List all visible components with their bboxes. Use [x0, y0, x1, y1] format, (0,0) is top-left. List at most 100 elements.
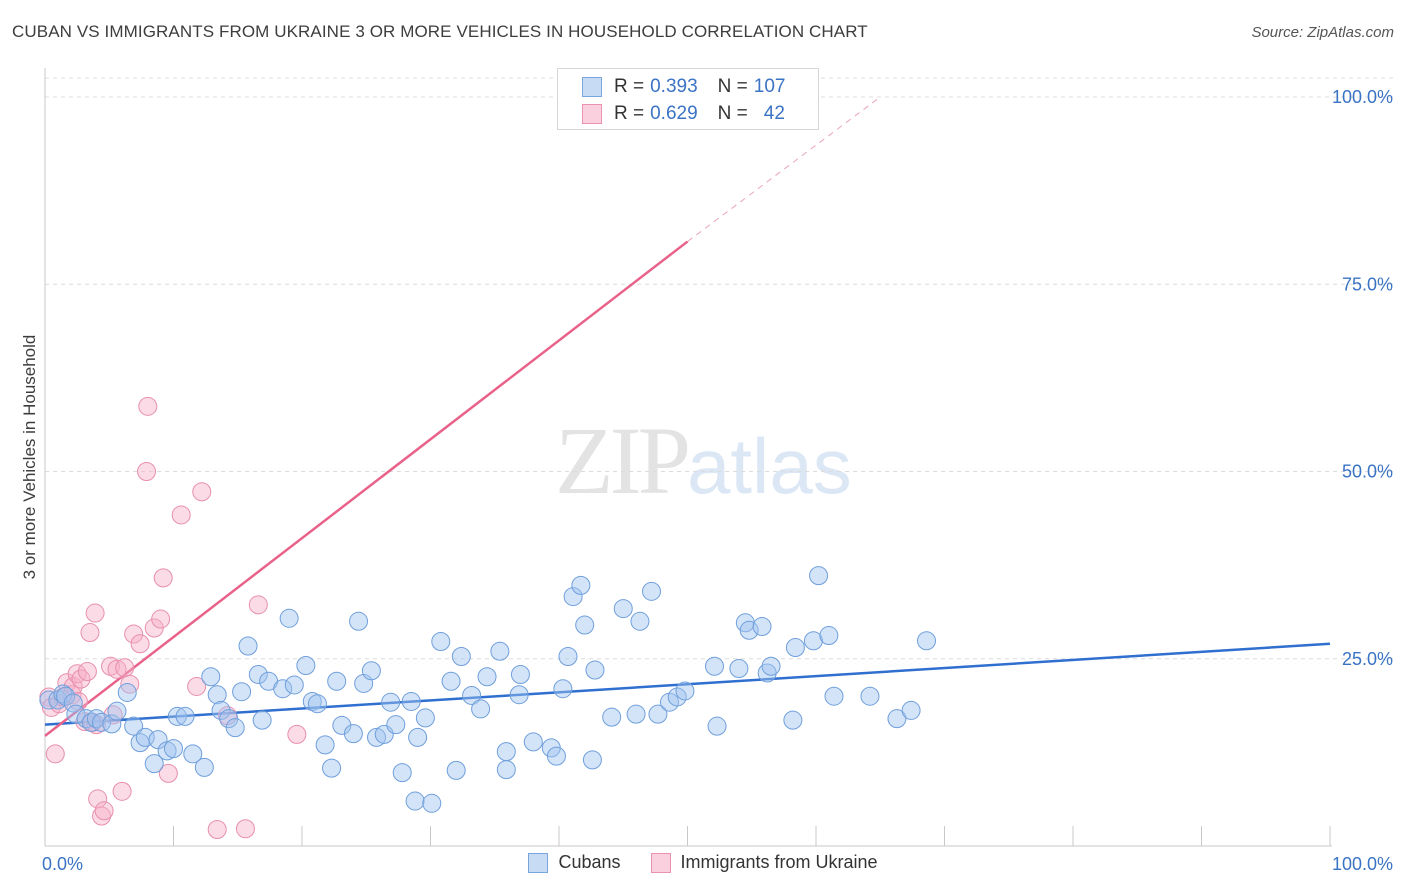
- cubans-point: [553, 679, 573, 699]
- cubans-point: [887, 709, 907, 729]
- cubans-r-value: 0.393: [650, 76, 698, 97]
- cubans-point: [248, 664, 268, 684]
- ukraine-point: [248, 595, 268, 615]
- cubans-point: [81, 712, 101, 732]
- ukraine-point: [107, 659, 127, 679]
- ukraine-legend-swatch: [650, 852, 671, 873]
- cubans-point: [76, 709, 96, 729]
- ukraine-point: [153, 568, 173, 588]
- ukraine-n-value: 42: [763, 103, 785, 124]
- cubans-point: [284, 675, 304, 695]
- watermark: ZIPatlas: [555, 405, 852, 516]
- ukraine-point: [187, 676, 207, 696]
- cubans-point: [232, 682, 252, 702]
- cubans-point: [367, 727, 387, 747]
- cubans-point: [307, 694, 327, 714]
- cubans-point: [860, 686, 880, 706]
- cubans-point: [752, 617, 772, 637]
- cubans-point: [164, 739, 183, 759]
- ukraine-point: [85, 603, 105, 623]
- cubans-point: [490, 641, 510, 661]
- cubans-point: [803, 631, 823, 651]
- cubans-point: [107, 701, 127, 721]
- cubans-point: [175, 706, 195, 726]
- cubans-point: [446, 760, 466, 780]
- cubans-point: [381, 692, 401, 712]
- cubans-point: [477, 667, 497, 687]
- ukraine-point: [287, 724, 307, 744]
- ukraine-point: [63, 676, 83, 696]
- ukraine-point: [207, 820, 227, 840]
- cubans-point: [86, 709, 106, 729]
- ukraine-point: [94, 801, 114, 821]
- ukraine-trend-line: [44, 240, 689, 737]
- ukraine-point: [235, 819, 255, 839]
- cubans-point: [194, 757, 214, 777]
- cubans-point: [462, 685, 482, 705]
- ukraine-point: [80, 623, 100, 643]
- y-tick-label: 50.0%: [1342, 462, 1393, 482]
- ukraine-trend-extension: [687, 96, 881, 242]
- cubans-point: [642, 581, 662, 601]
- chart-title: CUBAN VS IMMIGRANTS FROM UKRAINE 3 OR MO…: [12, 22, 868, 41]
- cubans-point: [273, 679, 293, 699]
- cubans-point: [56, 686, 76, 706]
- cubans-point: [739, 620, 759, 640]
- cubans-point: [279, 608, 299, 628]
- cubans-point: [315, 735, 335, 755]
- cubans-point: [509, 685, 529, 705]
- ukraine-point: [138, 396, 158, 416]
- cubans-swatch: [582, 77, 602, 97]
- ukraine-points: [39, 396, 307, 840]
- cubans-point: [563, 587, 583, 607]
- cubans-point: [707, 716, 727, 736]
- x-tick-label: 0.0%: [42, 854, 83, 874]
- cubans-point: [585, 660, 605, 680]
- cubans-point: [349, 611, 369, 631]
- y-tick-label: 100.0%: [1332, 87, 1393, 107]
- ukraine-point: [86, 715, 106, 735]
- cubans-point: [809, 566, 829, 586]
- cubans-point: [626, 704, 646, 724]
- cubans-point: [546, 746, 566, 766]
- cubans-point: [405, 791, 425, 811]
- cubans-point: [510, 664, 530, 684]
- ukraine-point: [115, 658, 135, 678]
- cubans-point: [124, 716, 144, 736]
- cubans-point: [386, 715, 406, 735]
- cubans-point: [422, 793, 442, 813]
- cubans-point: [66, 704, 86, 724]
- cubans-point: [327, 671, 347, 691]
- cubans-point: [392, 763, 412, 783]
- cubans-point: [144, 754, 164, 774]
- cubans-point: [901, 700, 921, 720]
- cubans-point: [729, 658, 749, 678]
- legend-item-ukraine[interactable]: Immigrants from Ukraine: [650, 852, 878, 873]
- ukraine-point: [130, 634, 150, 654]
- cubans-legend-label: Cubans: [558, 852, 621, 872]
- cubans-point: [785, 638, 805, 658]
- cubans-point: [575, 615, 595, 635]
- cubans-legend-swatch: [528, 852, 549, 873]
- cubans-point: [523, 732, 543, 752]
- ukraine-point: [71, 669, 91, 689]
- ukraine-point: [158, 763, 178, 783]
- legend-item-cubans[interactable]: Cubans: [528, 852, 621, 873]
- ukraine-point: [151, 609, 171, 629]
- gridlines: [45, 77, 1393, 660]
- ukraine-swatch: [582, 104, 602, 124]
- cubans-point: [322, 758, 342, 778]
- cubans-point: [783, 710, 803, 730]
- cubans-point: [441, 671, 461, 691]
- cubans-point: [496, 760, 516, 780]
- cubans-point: [667, 687, 687, 707]
- cubans-point: [102, 714, 122, 734]
- cubans-point: [613, 599, 633, 619]
- ukraine-point: [92, 806, 112, 826]
- cubans-point: [201, 667, 221, 687]
- n-label: N =: [717, 76, 748, 97]
- source-label: Source: ZipAtlas.com: [1251, 24, 1394, 41]
- ukraine-point: [124, 624, 144, 644]
- ukraine-legend-label: Immigrants from Ukraine: [680, 852, 878, 872]
